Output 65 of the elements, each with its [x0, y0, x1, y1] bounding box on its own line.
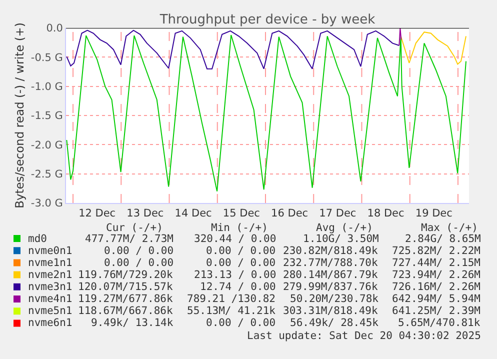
text: 320.44 / 0.00 [194, 233, 276, 245]
legend-label: nvme6n1 [28, 317, 72, 329]
legend-label: nvme2n1 [28, 269, 72, 281]
text: 723.94M/ 2.26M [392, 269, 481, 281]
y-tick-label: -1.0 G [30, 81, 63, 94]
x-tick-label: 16 Dec [271, 208, 308, 220]
text: Max (-/+) [421, 222, 478, 234]
text: Last update: Sat Dec 20 04:30:02 2025 [247, 330, 481, 342]
text: 120.07M/715.57k [78, 281, 174, 293]
text: 0.00 / 0.00 [104, 245, 174, 257]
line-series [66, 34, 466, 192]
text: 9.49k/ 13.14k [91, 317, 174, 329]
y-tick-label: -3.0 G [30, 198, 63, 210]
text: 1.10G/ 3.50M [303, 233, 379, 245]
legend-label: nvme1n1 [28, 257, 72, 269]
x-tick-label: 18 Dec [367, 208, 405, 220]
legend-label: md0 [28, 233, 47, 245]
line-series [66, 30, 400, 70]
y-tick-label: 0.0 [46, 22, 63, 35]
text: 12.74 / 0.00 [200, 281, 276, 293]
text: 56.49k/ 28.45k [290, 317, 380, 329]
x-tick-label: 19 Dec [415, 208, 453, 220]
text: 55.13M/ 41.21k [187, 305, 276, 317]
x-tick-label: 13 Dec [126, 208, 164, 220]
text: 230.82M/818.49k [283, 245, 378, 257]
text: 726.16M/ 2.26M [392, 281, 481, 293]
text: Min (-/+) [211, 222, 268, 234]
text: 641.25M/ 2.39M [392, 305, 481, 317]
legend-label: nvme3n1 [28, 281, 72, 293]
text: 789.21 /130.82 [187, 293, 276, 305]
x-tick-label: 14 Dec [174, 208, 212, 220]
y-tick-label: -0.5 G [30, 52, 63, 64]
text: 50.20M/230.78k [290, 293, 380, 305]
x-tick-label: 15 Dec [222, 208, 260, 220]
y-axis-title: Bytes/second read (-) / write (+) [12, 22, 26, 208]
y-tick-label: -2.5 G [30, 168, 63, 181]
text: 119.27M/677.86k [78, 293, 174, 305]
text: 725.82M/ 2.22M [392, 245, 481, 257]
text: 0.00 / 0.00 [206, 317, 276, 329]
y-tick-label: -2.0 G [30, 139, 63, 152]
text: 0.00 / 0.00 [104, 257, 174, 269]
text: 642.94M/ 5.94M [392, 293, 481, 305]
text: 213.13 / 0.00 [194, 269, 276, 281]
legend-label: nvme5n1 [28, 305, 72, 317]
line-series [400, 32, 466, 65]
text: 232.77M/788.70k [283, 257, 378, 269]
x-tick-label: 17 Dec [319, 208, 356, 220]
legend-label: nvme4n1 [28, 293, 72, 305]
text: 2.84G/ 8.65M [405, 233, 481, 245]
text: 118.67M/667.86k [78, 305, 174, 317]
text: 280.14M/867.79k [283, 269, 378, 281]
text: Cur (-/+) [106, 222, 163, 234]
chart-title: Throughput per device - by week [158, 12, 376, 28]
text: 0.00 / 0.00 [206, 257, 276, 269]
text: 477.77M/ 2.73M [85, 233, 174, 245]
x-tick-label: 12 Dec [78, 208, 116, 220]
text: Avg (-/+) [316, 222, 373, 234]
text: 727.44M/ 2.15M [392, 257, 481, 269]
y-tick-label: -1.5 G [30, 110, 63, 122]
text: 303.31M/818.49k [283, 305, 378, 317]
text: 119.76M/729.20k [78, 269, 174, 281]
text: 5.65M/470.81k [398, 317, 481, 329]
legend-label: nvme0n1 [28, 245, 72, 257]
text: 279.99M/837.76k [283, 281, 378, 293]
text: 0.00 / 0.00 [206, 245, 276, 257]
